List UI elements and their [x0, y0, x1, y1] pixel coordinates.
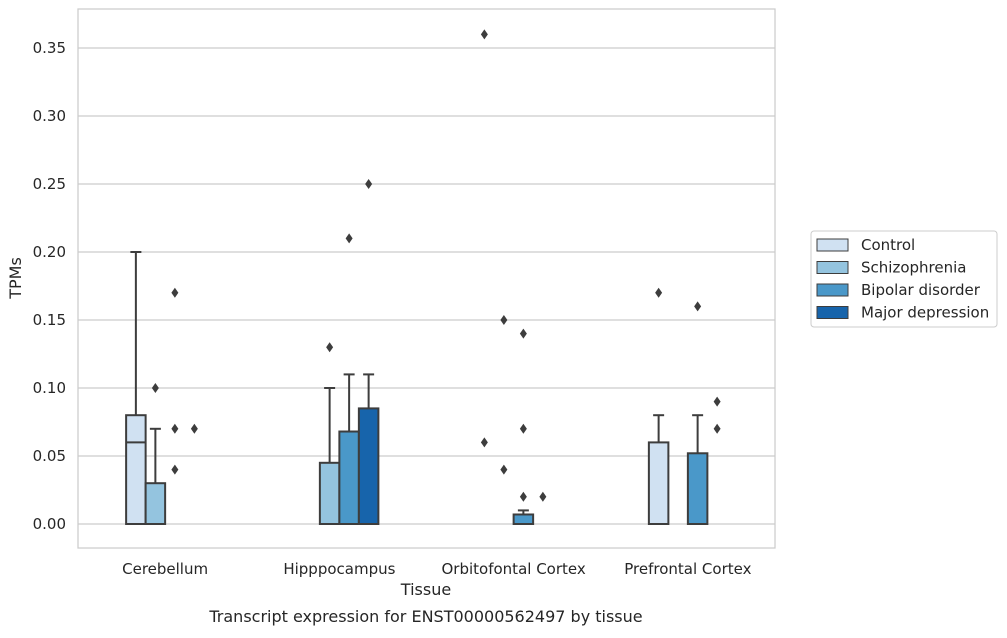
- box-bipolar-disorder: [686, 301, 709, 525]
- box-body-bipolar-disorder: [686, 452, 709, 525]
- y-tick-label: 0.10: [33, 379, 66, 397]
- box-bipolar-disorder: [338, 233, 360, 525]
- legend-label-schizophrenia: Schizophrenia: [861, 259, 966, 277]
- box-control: [125, 251, 147, 526]
- x-axis-label: Tissue: [400, 580, 451, 599]
- outlier-point: [519, 491, 527, 502]
- y-tick-label: 0.20: [33, 243, 66, 261]
- x-tick-label: Cerebellum: [122, 560, 208, 578]
- outlier-point: [480, 437, 488, 448]
- x-tick-label: Hipppocampus: [283, 560, 395, 578]
- box-bipolar-disorder: [512, 328, 535, 525]
- legend-swatch-control: [816, 238, 849, 252]
- box-major-depression: [357, 179, 380, 525]
- outlier-point: [519, 328, 527, 339]
- box-group-prefrontal-cortex: [647, 287, 721, 525]
- y-axis-label: TPMs: [6, 257, 25, 300]
- y-tick-label: 0.15: [33, 311, 66, 329]
- legend-label-control: Control: [861, 236, 915, 254]
- box-group-cerebellum: [125, 251, 198, 526]
- box-bipolar-disorder: [171, 287, 179, 475]
- x-tick-label: Prefrontal Cortex: [624, 560, 751, 578]
- outlier-point: [713, 396, 721, 407]
- outlier-point: [365, 179, 373, 189]
- outlier-point: [190, 423, 198, 434]
- box-body-bipolar-disorder: [512, 513, 535, 525]
- legend-label-bipolar-disorder: Bipolar disorder: [861, 281, 981, 299]
- outlier-point: [151, 383, 159, 393]
- legend-swatch-major-depression: [816, 306, 849, 319]
- y-tick-label: 0.35: [33, 39, 66, 57]
- outlier-point: [500, 464, 508, 475]
- legend-swatch-bipolar-disorder: [816, 283, 849, 297]
- box-group-orbitofontal-cortex: [480, 29, 547, 525]
- outlier-point: [500, 315, 508, 325]
- y-tick-label: 0.25: [33, 175, 66, 193]
- box-major-depression: [713, 396, 721, 434]
- y-tick-label: 0.00: [33, 515, 66, 533]
- legend-label-major-depression: Major depression: [861, 304, 989, 322]
- box-schizophrenia: [144, 383, 167, 526]
- box-major-depression: [539, 491, 547, 502]
- legend-frame: [810, 230, 998, 328]
- box-body-schizophrenia: [318, 461, 341, 525]
- y-tick-labels: 0.00 0.05 0.10 0.15 0.20 0.25 0.30 0.35: [33, 39, 66, 533]
- x-tick-label: Orbitofontal Cortex: [442, 560, 586, 578]
- box-body-bipolar-disorder: [338, 430, 360, 525]
- box-groups: [125, 29, 721, 526]
- y-tick-label: 0.05: [33, 447, 66, 465]
- box-major-depression: [190, 423, 198, 434]
- grid-lines: [78, 47, 775, 525]
- box-control: [480, 29, 488, 448]
- outlier-point: [171, 287, 179, 298]
- legend-swatch-schizophrenia: [816, 261, 849, 274]
- box-schizophrenia: [500, 315, 508, 475]
- outlier-point: [539, 491, 547, 502]
- outlier-point: [694, 301, 702, 312]
- outlier-point: [519, 423, 527, 434]
- outlier-point: [345, 233, 353, 244]
- box-body-major-depression: [357, 407, 380, 525]
- outlier-point: [326, 342, 334, 353]
- outlier-point: [171, 423, 179, 434]
- box-body-control: [647, 441, 670, 525]
- legend: Control Schizophrenia Bipolar disorder Majo…: [810, 230, 998, 328]
- box-body-schizophrenia: [144, 482, 167, 526]
- outlier-point: [713, 423, 721, 434]
- plot-frame: [77, 8, 776, 549]
- x-tick-labels: Cerebellum Hipppocampus Orbitofontal Corte…: [122, 560, 751, 578]
- y-tick-label: 0.30: [33, 107, 66, 125]
- outlier-point: [480, 29, 488, 40]
- outlier-point: [655, 287, 663, 298]
- box-control: [647, 287, 670, 525]
- box-schizophrenia: [318, 342, 341, 525]
- outlier-point: [171, 464, 179, 475]
- box-group-hipppocampus: [318, 179, 380, 525]
- chart-caption: Transcript expression for ENST0000056249…: [208, 607, 642, 626]
- box-body-control: [125, 414, 147, 526]
